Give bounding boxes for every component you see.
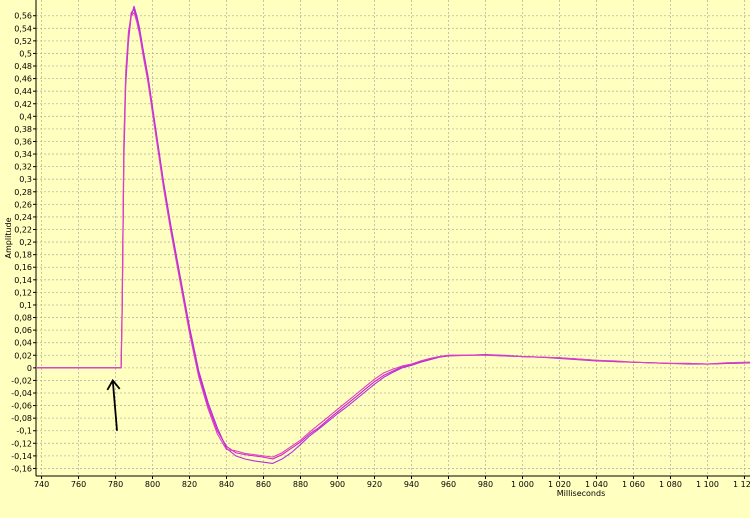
y-tick-label: 0,18: [14, 251, 32, 260]
x-tick-label: 1 100: [696, 480, 719, 489]
y-tick-label: -0,12: [11, 439, 32, 448]
y-tick-label: 0: [27, 364, 32, 373]
y-tick-label: 0,2: [19, 238, 32, 247]
y-tick-labels: -0,16 -0,14 -0,12 -0,1 -0,08 -0,06 -0,04 -0,02 0…: [11, 12, 36, 473]
y-tick-label: 0,02: [14, 351, 32, 360]
x-tick-label: 860: [256, 480, 271, 489]
y-tick-label: -0,16: [11, 464, 32, 473]
y-tick-label: 0,16: [14, 263, 32, 272]
y-tick-label: 0,32: [14, 163, 32, 172]
x-axis-label: Milliseconds: [557, 489, 606, 498]
y-tick-label: -0,06: [11, 402, 32, 411]
y-tick-label: -0,1: [16, 427, 32, 436]
y-tick-label: 0,3: [19, 175, 32, 184]
y-tick-label: 0,52: [14, 37, 32, 46]
annotations: [106, 378, 121, 431]
y-tick-label: 0,36: [14, 137, 32, 146]
y-tick-label: 0,08: [14, 314, 32, 323]
series-line-3: [36, 12, 750, 458]
x-tick-label: 920: [367, 480, 382, 489]
y-tick-label: 0,22: [14, 226, 32, 235]
x-tick-label: 1 060: [622, 480, 645, 489]
x-tick-label: 900: [330, 480, 345, 489]
y-tick-label: 0,42: [14, 100, 32, 109]
axes: [35, 0, 750, 477]
x-tick-label: 740: [34, 480, 49, 489]
y-tick-label: 0,06: [14, 326, 32, 335]
y-tick-label: 0,34: [14, 150, 32, 159]
y-tick-label: 0,46: [14, 75, 32, 84]
y-tick-label: 0,26: [14, 200, 32, 209]
y-tick-label: 0,5: [19, 49, 32, 58]
y-tick-label: -0,14: [11, 452, 32, 461]
series-group: [36, 5, 750, 464]
x-tick-label: 820: [182, 480, 197, 489]
x-tick-label: 1 040: [585, 480, 608, 489]
y-tick-label: 0,44: [14, 87, 32, 96]
y-tick-label: -0,08: [11, 414, 32, 423]
y-tick-label: 0,04: [14, 339, 32, 348]
y-tick-label: 0,14: [14, 276, 32, 285]
x-tick-label: 840: [219, 480, 234, 489]
y-tick-label: 0,12: [14, 288, 32, 297]
y-tick-label: 0,28: [14, 188, 32, 197]
y-axis-label: Amplitude: [4, 217, 13, 258]
x-tick-label: 960: [441, 480, 456, 489]
x-tick-label: 760: [71, 480, 86, 489]
arrow-shaft: [111, 380, 118, 431]
y-tick-label: 0,54: [14, 24, 32, 33]
y-tick-label: 0,4: [19, 112, 32, 121]
y-tick-label: 0,1: [19, 301, 32, 310]
x-tick-label: 880: [293, 480, 308, 489]
x-tick-label: 780: [108, 480, 123, 489]
arrow-head: [106, 378, 121, 391]
y-tick-label: 0,48: [14, 62, 32, 71]
x-tick-label: 1 120: [733, 480, 750, 489]
grid: [36, 0, 750, 476]
x-tick-label: 1 020: [548, 480, 571, 489]
x-tick-label: 800: [145, 480, 160, 489]
x-tick-label: 1 080: [659, 480, 682, 489]
y-tick-label: -0,02: [11, 376, 32, 385]
x-tick-label: 980: [478, 480, 493, 489]
y-tick-label: -0,04: [11, 389, 32, 398]
x-tick-label: 1 000: [511, 480, 534, 489]
y-tick-label: 0,38: [14, 125, 32, 134]
x-tick-label: 940: [404, 480, 419, 489]
y-tick-label: 0,56: [14, 12, 32, 21]
y-tick-label: 0,24: [14, 213, 32, 222]
x-tick-labels: 740 760 780 800 820 840 860 880 900 920 940 960 980 1…: [34, 476, 750, 489]
